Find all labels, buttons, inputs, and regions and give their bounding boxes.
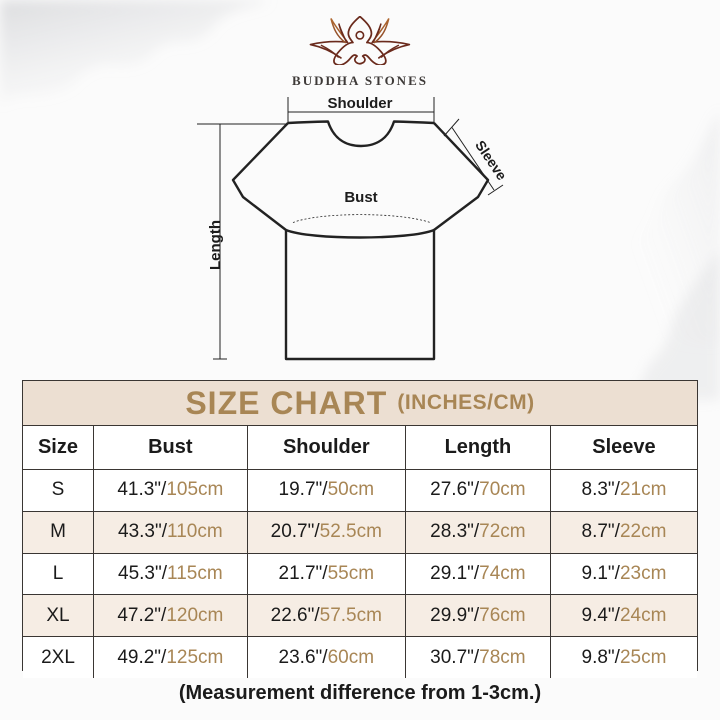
svg-text:Length: Length	[207, 220, 224, 270]
svg-text:Sleeve: Sleeve	[472, 137, 510, 183]
svg-text:Bust: Bust	[344, 189, 377, 206]
svg-text:Shoulder: Shoulder	[327, 95, 392, 112]
